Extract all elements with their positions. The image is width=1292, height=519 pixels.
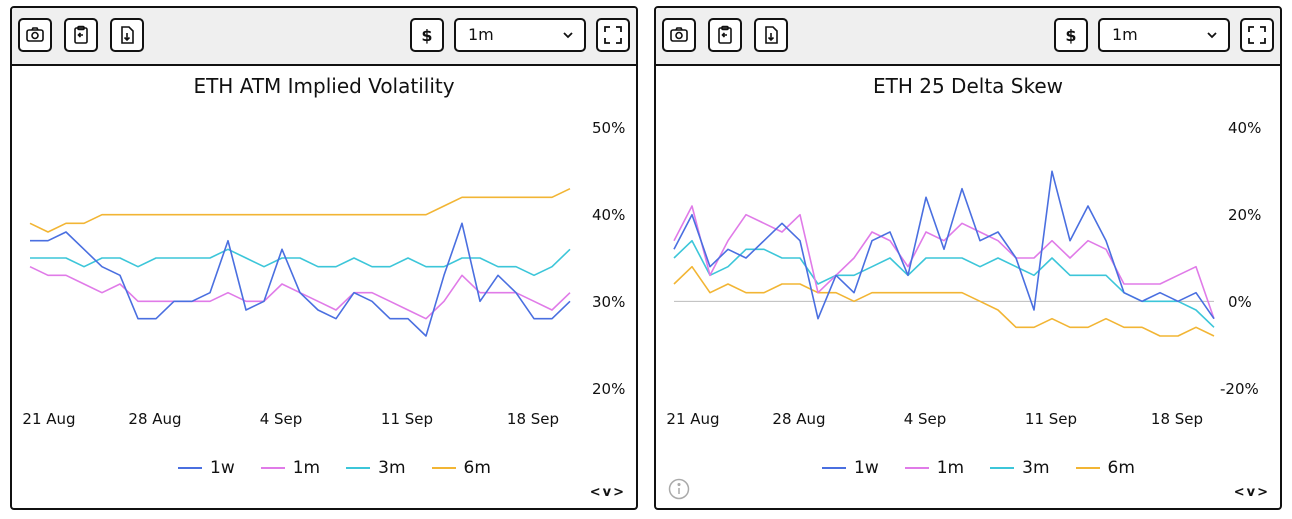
legend-swatch: [178, 467, 202, 469]
y-tick: 20%: [592, 380, 626, 398]
skew-plot: [673, 170, 1215, 337]
currency-button[interactable]: $: [410, 18, 444, 52]
clipboard-icon[interactable]: [64, 18, 98, 52]
expand-icon[interactable]: [1240, 18, 1274, 52]
x-tick: 28 Aug: [128, 410, 182, 428]
x-tick: 4 Sep: [259, 410, 303, 428]
legend-label: 3m: [378, 458, 406, 478]
currency-label: $: [421, 25, 433, 45]
series-line-1m: [673, 205, 1215, 319]
y-tick: 50%: [592, 119, 626, 137]
x-tick: 11 Sep: [380, 410, 434, 428]
camera-icon[interactable]: [662, 18, 696, 52]
legend-swatch: [1075, 467, 1100, 469]
series-line-3m: [30, 248, 571, 277]
legend-label: 1w: [210, 458, 235, 478]
camera-icon[interactable]: [18, 18, 52, 52]
legend-label: 6m: [463, 458, 491, 478]
range-select[interactable]: 1m: [1098, 18, 1230, 52]
expand-icon[interactable]: [596, 18, 630, 52]
legend-label: 1w: [854, 458, 879, 478]
legend-label: 6m: [1107, 458, 1135, 478]
volatility-plot: [29, 187, 571, 337]
legend-swatch: [431, 467, 456, 469]
range-value: 1m: [468, 25, 494, 44]
legend-nav-button[interactable]: <v>: [589, 485, 626, 500]
legend-item-1w[interactable]: 1w: [178, 458, 235, 478]
currency-label: $: [1065, 25, 1077, 45]
y-tick: 20%: [1228, 206, 1262, 224]
download-icon[interactable]: [110, 18, 144, 52]
y-tick: 0%: [1228, 293, 1252, 311]
legend-item-1m[interactable]: 1m: [260, 458, 321, 478]
chart-title: ETH ATM Implied Volatility: [193, 74, 455, 98]
legend-item-3m[interactable]: 3m: [990, 458, 1050, 478]
range-select[interactable]: 1m: [454, 18, 586, 52]
download-icon[interactable]: [754, 18, 788, 52]
legend-item-6m[interactable]: 6m: [431, 458, 491, 478]
legend-item-6m[interactable]: 6m: [1075, 458, 1135, 478]
series-line-6m: [29, 187, 571, 233]
panel-toolbar: $ 1m: [656, 8, 1280, 66]
x-tick: 18 Sep: [1150, 410, 1204, 428]
currency-button[interactable]: $: [1054, 18, 1088, 52]
legend-nav-button[interactable]: <v>: [1233, 485, 1270, 500]
legend-label: 3m: [1022, 458, 1050, 478]
x-tick: 28 Aug: [772, 410, 826, 428]
legend-item-1m[interactable]: 1m: [904, 458, 965, 478]
panel-toolbar: $ 1m: [12, 8, 636, 66]
info-icon[interactable]: [668, 478, 690, 500]
legend-swatch: [822, 467, 846, 469]
volatility-panel: $ 1m ETH ATM Implied Volatility 50% 40% …: [10, 6, 638, 510]
legend-item-3m[interactable]: 3m: [346, 458, 406, 478]
y-tick: 40%: [1228, 119, 1262, 137]
series-line-6m: [673, 265, 1215, 337]
chevron-down-icon: [1207, 32, 1217, 39]
x-tick: 4 Sep: [903, 410, 947, 428]
x-tick: 21 Aug: [666, 410, 720, 428]
legend-swatch: [990, 467, 1015, 469]
series-line-1w: [673, 170, 1215, 320]
y-tick: -20%: [1220, 380, 1259, 398]
clipboard-icon[interactable]: [708, 18, 742, 52]
legend-label: 1m: [292, 458, 321, 478]
y-tick: 30%: [592, 293, 626, 311]
series-line-1w: [30, 222, 571, 337]
legend-item-1w[interactable]: 1w: [822, 458, 879, 478]
y-tick: 40%: [592, 206, 626, 224]
chart-legend: 1w 1m 3m 6m: [178, 458, 491, 478]
x-tick: 21 Aug: [22, 410, 76, 428]
legend-swatch: [346, 467, 371, 469]
legend-swatch: [904, 467, 929, 469]
range-value: 1m: [1112, 25, 1138, 44]
legend-swatch: [260, 467, 285, 469]
skew-panel: $ 1m ETH 25 Delta Skew 40% 20% 0% -20% 2…: [654, 6, 1282, 510]
chevron-down-icon: [563, 32, 573, 39]
legend-label: 1m: [936, 458, 965, 478]
chart-legend: 1w 1m 3m 6m: [822, 458, 1135, 478]
chart-title: ETH 25 Delta Skew: [873, 74, 1063, 98]
x-tick: 18 Sep: [506, 410, 560, 428]
x-tick: 11 Sep: [1024, 410, 1078, 428]
